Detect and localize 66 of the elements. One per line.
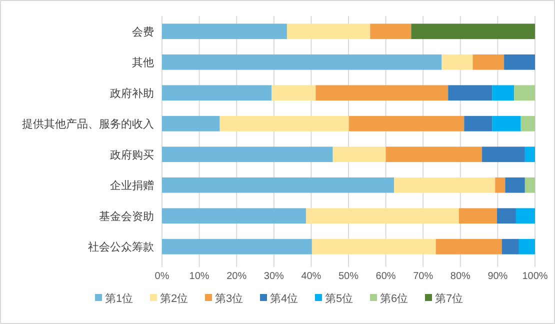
x-tick-label: 0%: [154, 271, 170, 282]
legend-label: 第3位: [215, 293, 244, 305]
bar: [286, 24, 370, 40]
bar: [516, 208, 535, 224]
x-tick-label: 90%: [488, 271, 508, 282]
bar: [312, 238, 436, 254]
bar: [411, 24, 535, 40]
bar: [502, 238, 519, 254]
bar: [272, 85, 316, 101]
bar: [482, 146, 525, 162]
legend-label: 第2位: [160, 293, 188, 305]
bar: [162, 85, 272, 101]
legend-label: 第5位: [325, 293, 354, 305]
legend-label: 第4位: [270, 293, 298, 305]
x-tick-label: 10%: [189, 271, 210, 282]
bar: [504, 54, 535, 70]
bar: [492, 116, 521, 132]
bar: [370, 24, 412, 40]
y-tick-label: 政府补助: [110, 86, 154, 100]
y-tick-label: 政府购买: [110, 148, 154, 162]
y-tick-label: 提供其他产品、服务的收入: [22, 118, 154, 131]
bar: [386, 146, 482, 162]
bar: [514, 85, 535, 101]
legend-label: 第7位: [435, 293, 464, 305]
bar: [162, 177, 394, 193]
x-tick-label: 30%: [264, 271, 284, 282]
bar: [524, 146, 535, 162]
bar: [518, 238, 535, 254]
bar: [505, 177, 525, 193]
bar: [394, 177, 496, 193]
bar: [162, 116, 220, 132]
bar: [448, 85, 492, 101]
bar: [332, 146, 386, 162]
y-tick-label: 企业捐赠: [110, 179, 154, 192]
bar: [442, 54, 473, 70]
bar: [492, 85, 514, 101]
bar: [464, 116, 492, 132]
bar: [162, 238, 312, 254]
x-tick-label: 100%: [522, 271, 548, 282]
y-tick-label: 会费: [132, 25, 154, 38]
bar: [162, 146, 333, 162]
bar: [162, 208, 306, 224]
bar: [472, 54, 504, 70]
bar: [495, 177, 506, 193]
x-tick-label: 70%: [413, 271, 434, 282]
bar: [220, 116, 349, 132]
y-tick-label: 社会公众筹款: [88, 240, 154, 254]
x-tick-label: 60%: [376, 271, 396, 282]
legend-label: 第6位: [380, 293, 408, 305]
bar: [162, 54, 442, 70]
bar: [496, 208, 516, 224]
bar: [520, 116, 535, 132]
bar: [348, 116, 464, 132]
x-tick-label: 50%: [338, 271, 359, 282]
bar: [458, 208, 497, 224]
x-tick-label: 20%: [226, 271, 247, 282]
bar: [162, 24, 287, 40]
y-tick-label: 基金会资助: [99, 210, 154, 223]
bar: [316, 85, 448, 101]
bar: [436, 238, 502, 254]
legend-label: 第1位: [105, 293, 134, 305]
y-tick-label: 其他: [132, 56, 154, 70]
x-tick-label: 80%: [450, 271, 471, 282]
bar: [306, 208, 459, 224]
x-tick-label: 40%: [301, 271, 322, 282]
bar: [524, 177, 535, 193]
